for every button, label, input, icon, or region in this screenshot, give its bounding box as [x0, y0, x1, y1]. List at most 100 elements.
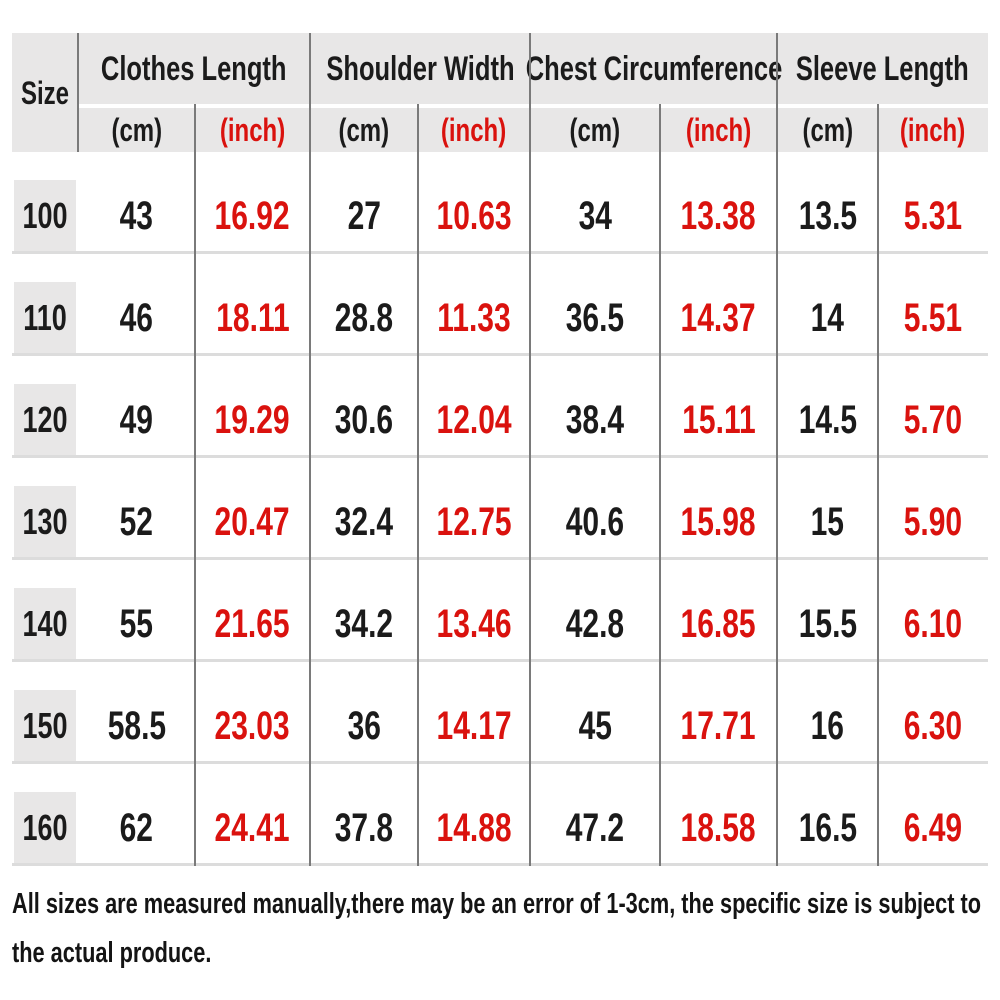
cm-value: 62 — [119, 805, 154, 850]
size-badge: 120 — [14, 384, 76, 455]
value-cell: 20.47 — [195, 486, 310, 557]
value-cell: 14 — [777, 282, 878, 353]
unit-inch-label: (inch) — [219, 112, 286, 148]
size-cell: 150 — [12, 690, 78, 761]
value-cell: 34 — [530, 180, 660, 251]
value-cell: 36 — [310, 690, 418, 761]
value-cell: 30.6 — [310, 384, 418, 455]
value-cell: 15 — [777, 486, 878, 557]
cm-value: 13.5 — [798, 193, 857, 238]
group-label: Clothes Length — [101, 49, 287, 88]
unit-inch-cell: (inch) — [660, 108, 777, 152]
value-cell: 55 — [78, 588, 195, 659]
value-cell: 46 — [78, 282, 195, 353]
cm-value: 14.5 — [798, 397, 857, 442]
size-cell: 130 — [12, 486, 78, 557]
inch-value: 14.17 — [436, 703, 512, 748]
inch-value: 12.04 — [436, 397, 512, 442]
value-cell: 18.11 — [195, 282, 310, 353]
value-cell: 34.2 — [310, 588, 418, 659]
unit-inch-label: (inch) — [685, 112, 752, 148]
table-row-100: 100 43 16.92 27 10.63 34 13.38 13.5 5.31 — [12, 152, 988, 254]
table-row-120: 120 49 19.29 30.6 12.04 38.4 15.11 14.5 … — [12, 356, 988, 458]
value-cell: 12.04 — [418, 384, 530, 455]
value-cell: 5.31 — [878, 180, 988, 251]
unit-cm-cell: (cm) — [777, 108, 878, 152]
inch-value: 16.85 — [680, 601, 757, 646]
cm-value: 37.8 — [334, 805, 394, 850]
cm-value: 46 — [119, 295, 154, 340]
size-value: 120 — [22, 398, 68, 440]
unit-inch-cell: (inch) — [195, 108, 310, 152]
size-cell: 100 — [12, 180, 78, 251]
inch-value: 21.65 — [214, 601, 291, 646]
value-cell: 16 — [777, 690, 878, 761]
value-cell: 58.5 — [78, 690, 195, 761]
size-badge: 150 — [14, 690, 76, 761]
size-corner-cell: Size — [12, 33, 78, 152]
inch-value: 12.75 — [436, 499, 512, 544]
value-cell: 12.75 — [418, 486, 530, 557]
value-cell: 16.92 — [195, 180, 310, 251]
inch-value: 13.46 — [436, 601, 512, 646]
unit-cm-label: (cm) — [111, 112, 162, 148]
inch-value: 5.51 — [903, 295, 963, 340]
value-cell: 16.5 — [777, 792, 878, 863]
unit-cm-label: (cm) — [569, 112, 621, 148]
value-cell: 14.17 — [418, 690, 530, 761]
value-cell: 18.58 — [660, 792, 777, 863]
inch-value: 14.37 — [680, 295, 757, 340]
value-cell: 40.6 — [530, 486, 660, 557]
size-cell: 160 — [12, 792, 78, 863]
value-cell: 37.8 — [310, 792, 418, 863]
size-value: 160 — [22, 806, 68, 848]
size-cell: 120 — [12, 384, 78, 455]
cm-value: 52 — [119, 499, 154, 544]
cm-value: 15.5 — [798, 601, 857, 646]
value-cell: 21.65 — [195, 588, 310, 659]
size-chart-page: Size Clothes Length (cm) (inch) Shoulder… — [12, 33, 1000, 978]
disclaimer-text: All sizes are measured manually,there ma… — [12, 880, 1000, 978]
column-group-clothes-length: Clothes Length (cm) (inch) — [78, 33, 310, 152]
value-cell: 6.49 — [878, 792, 988, 863]
cm-value: 43 — [119, 193, 154, 238]
unit-row: (cm) (inch) — [78, 108, 310, 152]
value-cell: 15.5 — [777, 588, 878, 659]
inch-value: 11.33 — [437, 295, 511, 340]
size-value: 140 — [22, 602, 68, 644]
value-cell: 36.5 — [530, 282, 660, 353]
value-cell: 49 — [78, 384, 195, 455]
value-cell: 14.88 — [418, 792, 530, 863]
value-cell: 19.29 — [195, 384, 310, 455]
inch-value: 15.98 — [680, 499, 757, 544]
value-cell: 15.98 — [660, 486, 777, 557]
value-cell: 16.85 — [660, 588, 777, 659]
column-group-sleeve-length: Sleeve Length (cm) (inch) — [777, 33, 988, 152]
group-label: Shoulder Width — [325, 49, 515, 88]
size-value: 100 — [22, 194, 68, 236]
value-cell: 45 — [530, 690, 660, 761]
value-cell: 14.37 — [660, 282, 777, 353]
group-title: Shoulder Width — [310, 33, 530, 108]
disclaimer-line: the actual produce. — [12, 937, 212, 969]
value-cell: 42.8 — [530, 588, 660, 659]
cm-value: 34 — [578, 193, 612, 238]
unit-cm-label: (cm) — [802, 112, 853, 148]
value-cell: 62 — [78, 792, 195, 863]
cm-value: 45 — [578, 703, 612, 748]
group-title: Sleeve Length — [777, 33, 988, 108]
value-cell: 43 — [78, 180, 195, 251]
unit-row: (cm) (inch) — [777, 108, 988, 152]
value-cell: 24.41 — [195, 792, 310, 863]
column-divider — [776, 33, 778, 866]
size-badge: 160 — [14, 792, 76, 863]
cm-value: 14 — [810, 295, 845, 340]
inch-value: 19.29 — [214, 397, 291, 442]
cm-value: 40.6 — [565, 499, 625, 544]
value-cell: 23.03 — [195, 690, 310, 761]
cm-value: 16 — [810, 703, 845, 748]
unit-row: (cm) (inch) — [310, 108, 530, 152]
column-divider — [877, 104, 879, 866]
cm-value: 42.8 — [565, 601, 625, 646]
inch-value: 16.92 — [214, 193, 291, 238]
